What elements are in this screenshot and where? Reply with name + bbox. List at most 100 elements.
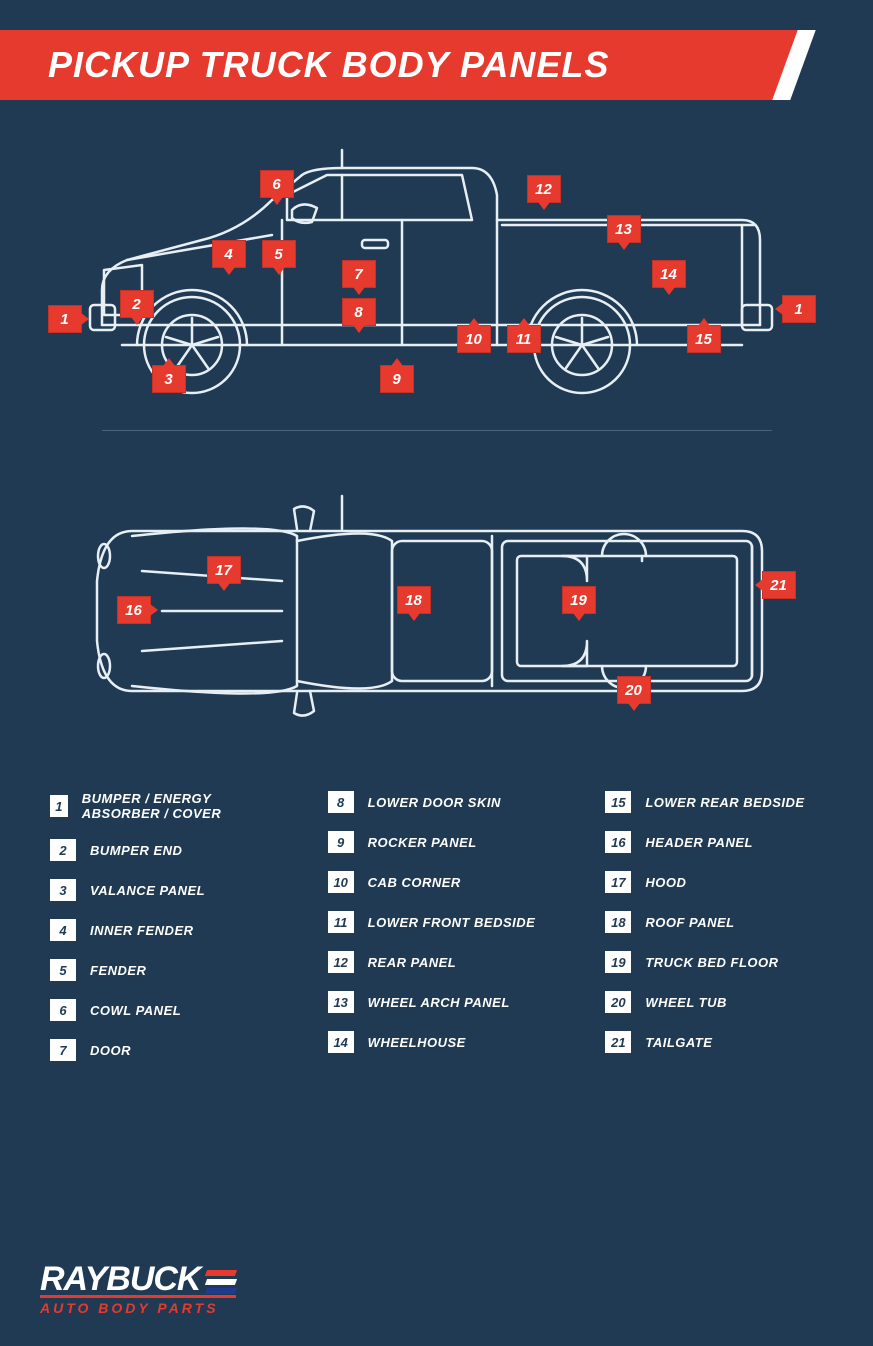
side-view: 1234567891011121314151 xyxy=(42,140,832,400)
marker-number: 18 xyxy=(405,592,422,609)
legend-label: REAR PANEL xyxy=(368,955,457,970)
marker-number: 10 xyxy=(465,331,482,348)
side-marker-3: 3 xyxy=(152,365,186,393)
top-marker-17: 17 xyxy=(207,556,241,584)
legend-number: 9 xyxy=(328,831,354,853)
top-view: 16 17 18 19 20 21 xyxy=(42,461,832,761)
marker-number: 5 xyxy=(274,246,282,263)
marker-number: 3 xyxy=(164,371,172,388)
legend-label: TAILGATE xyxy=(645,1035,712,1050)
marker-number: 15 xyxy=(695,331,712,348)
legend-label: BUMPER END xyxy=(90,843,182,858)
legend-number: 1 xyxy=(50,795,68,817)
legend-number: 7 xyxy=(50,1039,76,1061)
legend-item-3: 3 VALANCE PANEL xyxy=(50,879,268,901)
logo-main: RAYBUCK xyxy=(40,1260,236,1299)
brand-logo: RAYBUCK AUTO BODY PARTS xyxy=(40,1260,236,1316)
legend-item-5: 5 FENDER xyxy=(50,959,268,981)
marker-number: 20 xyxy=(625,682,642,699)
marker-number: 21 xyxy=(770,577,787,594)
side-marker-10: 10 xyxy=(457,325,491,353)
side-marker-11: 11 xyxy=(507,325,541,353)
side-marker-1: 1 xyxy=(48,305,82,333)
legend-number: 3 xyxy=(50,879,76,901)
legend-number: 21 xyxy=(605,1031,631,1053)
legend-label: HOOD xyxy=(645,875,686,890)
marker-number: 12 xyxy=(535,181,552,198)
marker-number: 19 xyxy=(570,592,587,609)
top-marker-20: 20 xyxy=(617,676,651,704)
marker-number: 7 xyxy=(354,266,362,283)
marker-number: 13 xyxy=(615,221,632,238)
legend-item-4: 4INNER FENDER xyxy=(50,919,268,941)
marker-number: 8 xyxy=(354,304,362,321)
legend: 1 BUMPER / ENERGY ABSORBER / COVER 2 BUMPER… xyxy=(0,761,873,1079)
marker-number: 11 xyxy=(516,331,532,348)
logo-stripes-icon xyxy=(206,1270,236,1294)
marker-number: 1 xyxy=(60,311,68,328)
legend-item-14: 14WHEELHOUSE xyxy=(328,1031,546,1053)
legend-number: 15 xyxy=(605,791,631,813)
marker-number: 16 xyxy=(125,602,142,619)
legend-label: INNER FENDER xyxy=(90,923,194,938)
title-banner: PICKUP TRUCK BODY PANELS xyxy=(0,30,760,100)
legend-label: FENDER xyxy=(90,963,146,978)
top-marker-18: 18 xyxy=(397,586,431,614)
side-marker-1: 1 xyxy=(782,295,816,323)
legend-item-12: 12 REAR PANEL xyxy=(328,951,546,973)
side-marker-5: 5 xyxy=(262,240,296,268)
legend-label: COWL PANEL xyxy=(90,1003,181,1018)
legend-label: LOWER FRONT BEDSIDE xyxy=(368,915,536,930)
side-marker-6: 6 xyxy=(260,170,294,198)
side-marker-7: 7 xyxy=(342,260,376,288)
side-marker-14: 14 xyxy=(652,260,686,288)
side-marker-4: 4 xyxy=(212,240,246,268)
legend-number: 6 xyxy=(50,999,76,1021)
legend-label: LOWER DOOR SKIN xyxy=(368,795,501,810)
legend-number: 18 xyxy=(605,911,631,933)
legend-item-7: 7DOOR xyxy=(50,1039,268,1061)
legend-number: 12 xyxy=(328,951,354,973)
top-marker-21: 21 xyxy=(762,571,796,599)
legend-number: 11 xyxy=(328,911,354,933)
legend-label: HEADER PANEL xyxy=(645,835,753,850)
side-marker-13: 13 xyxy=(607,215,641,243)
legend-item-18: 18ROOF PANEL xyxy=(605,911,823,933)
side-marker-8: 8 xyxy=(342,298,376,326)
legend-label: VALANCE PANEL xyxy=(90,883,205,898)
legend-item-1: 1 BUMPER / ENERGY ABSORBER / COVER xyxy=(50,791,268,821)
legend-item-21: 21 TAILGATE xyxy=(605,1031,823,1053)
legend-item-2: 2 BUMPER END xyxy=(50,839,268,861)
truck-side-outline xyxy=(42,140,832,400)
legend-item-17: 17 HOOD xyxy=(605,871,823,893)
legend-col-3: 15 LOWER REAR BEDSIDE 16 HEADER PANEL 17 HOOD… xyxy=(605,791,823,1079)
legend-col-1: 1 BUMPER / ENERGY ABSORBER / COVER 2 BUMPER… xyxy=(50,791,268,1079)
top-marker-16: 16 xyxy=(117,596,151,624)
legend-item-6: 6 COWL PANEL xyxy=(50,999,268,1021)
legend-item-11: 11 LOWER FRONT BEDSIDE xyxy=(328,911,546,933)
legend-number: 17 xyxy=(605,871,631,893)
legend-label: TRUCK BED FLOOR xyxy=(645,955,778,970)
legend-col-2: 8LOWER DOOR SKIN9ROCKER PANEL10CAB CORNE… xyxy=(328,791,546,1079)
marker-number: 17 xyxy=(215,562,232,579)
side-marker-12: 12 xyxy=(527,175,561,203)
legend-item-19: 19 TRUCK BED FLOOR xyxy=(605,951,823,973)
marker-number: 14 xyxy=(660,266,677,283)
divider xyxy=(102,430,772,431)
legend-item-20: 20WHEEL TUB xyxy=(605,991,823,1013)
legend-label: CAB CORNER xyxy=(368,875,461,890)
legend-item-8: 8LOWER DOOR SKIN xyxy=(328,791,546,813)
page-title: PICKUP TRUCK BODY PANELS xyxy=(48,44,609,86)
side-marker-2: 2 xyxy=(120,290,154,318)
legend-item-16: 16 HEADER PANEL xyxy=(605,831,823,853)
legend-label: BUMPER / ENERGY ABSORBER / COVER xyxy=(82,791,268,821)
legend-item-13: 13WHEEL ARCH PANEL xyxy=(328,991,546,1013)
legend-label: LOWER REAR BEDSIDE xyxy=(645,795,804,810)
top-marker-19: 19 xyxy=(562,586,596,614)
logo-text: RAYBUCK xyxy=(40,1260,200,1299)
legend-label: WHEELHOUSE xyxy=(368,1035,466,1050)
legend-number: 16 xyxy=(605,831,631,853)
legend-number: 2 xyxy=(50,839,76,861)
legend-number: 5 xyxy=(50,959,76,981)
legend-number: 19 xyxy=(605,951,631,973)
